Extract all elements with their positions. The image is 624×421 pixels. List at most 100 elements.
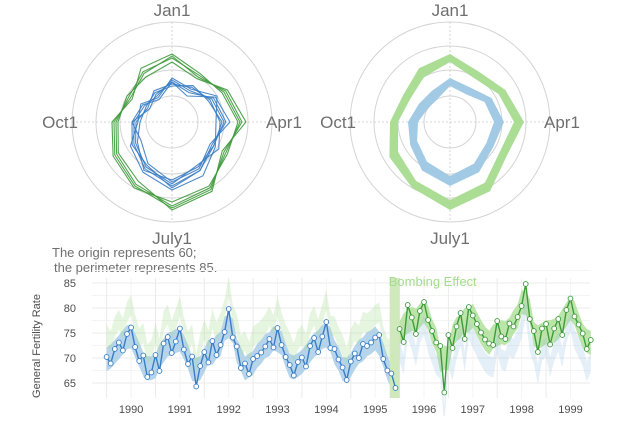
series-point-after-46 <box>583 346 590 352</box>
month-label-jan: Jan1 <box>154 1 191 20</box>
series-point-before-35 <box>246 371 252 377</box>
polar-series-after-1998 <box>111 53 239 203</box>
polar-series-after-1999 <box>113 55 243 209</box>
series-point-before-13 <box>156 368 163 374</box>
series-point-after-14 <box>453 323 460 330</box>
series-line-before <box>106 308 397 389</box>
series-point-before-10 <box>144 374 151 380</box>
series-point-before-3 <box>116 339 122 346</box>
polar-chart-bands: Jan1 Apr1 July1 Oct1 <box>320 1 580 248</box>
x-axis-ticks: 1990 1991 1992 1993 1994 1995 1996 1997 1998 1999 <box>119 404 583 416</box>
series-point-before-17 <box>172 338 179 345</box>
series-point-before-45 <box>286 362 293 368</box>
series-point-after-4 <box>413 331 419 337</box>
series-point-before-19 <box>181 346 187 353</box>
series-point-before-57 <box>335 356 342 363</box>
confidence-bands <box>106 276 591 421</box>
x-tick-label-1998: 1998 <box>509 404 533 416</box>
series-point-before-5 <box>124 331 130 337</box>
polar-series-lines <box>111 53 247 211</box>
month-label-july: July1 <box>430 229 470 248</box>
series-point-before-49 <box>303 363 309 370</box>
series-point-before-69 <box>384 367 391 374</box>
series-point-after-35 <box>539 325 545 332</box>
polar-series-bands <box>389 54 524 210</box>
bombing-effect-label: Bombing Effect <box>389 274 477 289</box>
series-point-before-37 <box>254 353 261 359</box>
series-point-after-26 <box>502 336 509 342</box>
series-point-before-38 <box>258 349 265 356</box>
series-point-before-1 <box>107 360 114 367</box>
time-series-lines <box>103 281 594 396</box>
series-point-after-12 <box>445 332 452 338</box>
series-point-after-7 <box>425 317 431 323</box>
series-point-after-19 <box>474 321 480 327</box>
series-point-before-54 <box>323 319 330 325</box>
x-tick-label-1999: 1999 <box>558 404 582 416</box>
series-point-after-42 <box>567 295 574 302</box>
series-point-before-53 <box>319 333 326 340</box>
month-label-oct: Oct1 <box>320 113 356 132</box>
series-point-before-25 <box>205 359 212 366</box>
series-point-after-13 <box>449 345 456 351</box>
series-point-before-26 <box>209 338 216 344</box>
series-point-before-42 <box>274 325 281 331</box>
series-point-before-9 <box>140 352 147 359</box>
series-point-before-39 <box>262 343 269 350</box>
x-tick-label-1995: 1995 <box>363 404 387 416</box>
series-point-before-70 <box>388 370 395 377</box>
radial-scale-note-line1: The origin represents 60; <box>52 245 197 260</box>
series-point-after-11 <box>441 389 448 396</box>
series-point-before-43 <box>278 342 285 348</box>
series-point-before-60 <box>347 358 354 365</box>
series-point-before-23 <box>197 363 204 369</box>
polar-series-before-1995 <box>136 85 223 181</box>
month-label-oct: Oct1 <box>42 113 78 132</box>
polar-series-before-1990 <box>133 79 225 187</box>
polar-series-before-1994 <box>131 81 227 189</box>
series-point-before-66 <box>372 334 379 341</box>
series-point-after-41 <box>563 307 570 313</box>
x-tick-label-1994: 1994 <box>314 404 338 416</box>
series-point-before-52 <box>315 349 322 355</box>
series-point-after-18 <box>469 312 476 319</box>
series-point-after-17 <box>465 304 472 310</box>
series-point-before-30 <box>225 306 232 312</box>
series-point-after-6 <box>421 299 427 305</box>
polar-chart-observed: Jan1 Apr1 July1 Oct1 <box>42 1 302 248</box>
series-point-after-28 <box>510 323 517 330</box>
series-point-after-43 <box>571 313 578 320</box>
series-point-after-24 <box>494 318 501 324</box>
month-label-apr: Apr1 <box>544 113 580 132</box>
series-point-before-21 <box>189 353 195 360</box>
y-axis-title: General Fertility Rate <box>31 294 43 398</box>
series-point-after-1 <box>400 339 407 345</box>
series-point-after-8 <box>429 328 435 334</box>
time-series-chart: Bombing Effect 1990 1991 1992 1993 1994 1995 1… <box>31 270 594 421</box>
series-point-before-22 <box>193 383 200 390</box>
series-point-before-59 <box>343 377 350 383</box>
series-point-after-0 <box>396 326 403 332</box>
series-point-before-47 <box>295 359 301 365</box>
series-point-before-7 <box>132 344 138 350</box>
series-point-after-40 <box>559 332 566 338</box>
series-point-after-2 <box>404 302 411 308</box>
series-point-after-27 <box>506 320 513 327</box>
series-point-after-5 <box>417 308 423 314</box>
series-point-before-41 <box>270 344 277 351</box>
series-point-after-32 <box>526 316 533 322</box>
series-point-before-68 <box>380 356 387 362</box>
y-tick-label-65: 65 <box>64 378 76 390</box>
series-point-after-29 <box>514 314 521 320</box>
series-point-before-64 <box>364 343 370 349</box>
x-tick-label-1996: 1996 <box>412 404 436 416</box>
series-point-before-56 <box>331 346 338 352</box>
series-point-before-29 <box>221 329 228 335</box>
series-point-before-46 <box>290 372 297 379</box>
series-point-after-30 <box>518 303 525 309</box>
series-point-after-15 <box>457 310 464 316</box>
series-point-before-32 <box>233 343 240 350</box>
x-tick-label-1997: 1997 <box>461 404 485 416</box>
series-point-after-20 <box>478 329 484 336</box>
